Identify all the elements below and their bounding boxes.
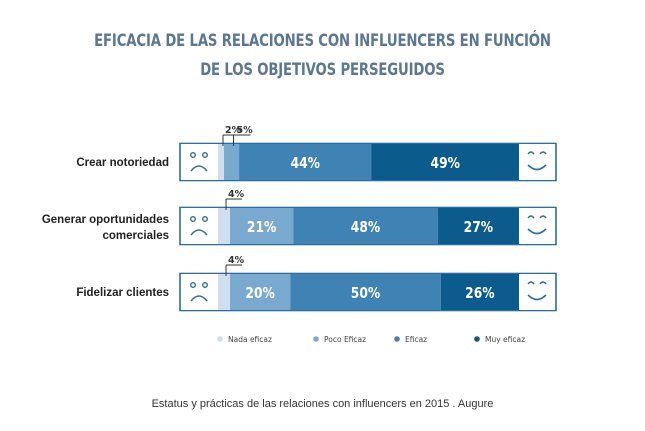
chart-title-line-1: EFICACIA DE LAS RELACIONES CON INFLUENCE…	[94, 31, 551, 51]
sad-face-icon	[189, 215, 196, 222]
category-label: comerciales	[103, 230, 170, 242]
bar-segment-eficaz	[290, 274, 441, 310]
happy-face-box	[519, 144, 555, 180]
sad-face-box	[181, 274, 218, 310]
row-frame	[179, 206, 557, 246]
sad-face-icon	[190, 165, 208, 172]
happy-face-icon	[527, 281, 535, 285]
sad-face-box	[181, 144, 218, 180]
sad-face-box	[181, 208, 218, 244]
data-label: 21%	[247, 219, 277, 236]
happy-face-icon	[527, 294, 547, 301]
data-label: 2%	[225, 125, 242, 136]
data-label: 4%	[228, 189, 245, 200]
legend-marker	[474, 336, 480, 342]
bar-segment-muy-eficaz	[371, 144, 519, 180]
category-label: Crear notoriedad	[76, 157, 169, 169]
row-frame	[179, 142, 557, 182]
bar-segment-muy-eficaz	[440, 274, 519, 310]
bar-segment-nada-eficaz	[218, 208, 231, 244]
happy-face-icon	[527, 215, 535, 219]
bar-segment-muy-eficaz	[437, 208, 519, 244]
legend-label: Nada eficaz	[228, 335, 272, 344]
data-label: 50%	[351, 285, 381, 302]
bar-segment-nada-eficaz	[218, 274, 231, 310]
sad-face-icon	[189, 282, 196, 289]
data-label: 49%	[431, 155, 461, 172]
bar-segment-poco-eficaz	[224, 144, 240, 180]
legend-label: Muy eficaz	[485, 335, 525, 344]
sad-face-icon	[190, 295, 208, 302]
happy-face-icon	[527, 151, 535, 155]
happy-face-box	[519, 208, 555, 244]
legend-marker	[217, 336, 223, 342]
happy-face-box	[519, 274, 555, 310]
category-label: Fidelizar clientes	[76, 287, 169, 299]
data-label: 26%	[465, 285, 495, 302]
bar-segment-nada-eficaz	[218, 144, 225, 180]
legend-label: Poco Eficaz	[324, 335, 366, 344]
legend-marker	[394, 336, 400, 342]
happy-face-icon	[527, 164, 547, 171]
bar-segment-poco-eficaz	[230, 208, 294, 244]
sad-face-icon	[190, 229, 208, 236]
sad-face-icon	[201, 151, 208, 158]
happy-face-icon	[539, 215, 547, 219]
happy-face-icon	[539, 151, 547, 155]
row-frame	[179, 272, 557, 312]
data-label: 5%	[237, 125, 254, 136]
category-label: Generar oportunidades	[42, 214, 169, 226]
happy-face-icon	[527, 228, 547, 235]
happy-face-icon	[539, 281, 547, 285]
data-label: 44%	[291, 155, 321, 172]
bar-segment-poco-eficaz	[230, 274, 291, 310]
data-label: 20%	[245, 285, 275, 302]
sad-face-icon	[201, 282, 208, 289]
chart-title-line-2: DE LOS OBJETIVOS PERSEGUIDOS	[200, 60, 445, 80]
legend-label: Eficaz	[405, 335, 427, 344]
sad-face-icon	[201, 215, 208, 222]
data-label: 27%	[464, 219, 494, 236]
data-label: 4%	[228, 255, 245, 266]
bar-segment-eficaz	[239, 144, 372, 180]
legend-marker	[313, 336, 319, 342]
source-caption: Estatus y prácticas de las relaciones co…	[151, 398, 494, 410]
data-label: 48%	[351, 219, 381, 236]
sad-face-icon	[189, 151, 196, 158]
bar-segment-eficaz	[293, 208, 438, 244]
